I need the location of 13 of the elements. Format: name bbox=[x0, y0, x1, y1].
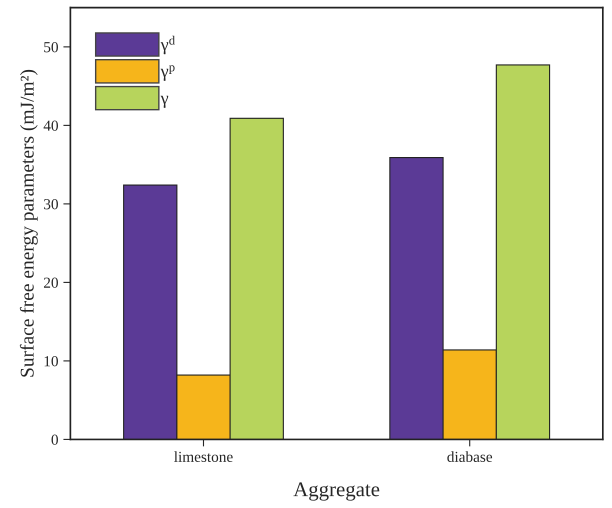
y-tick-label: 30 bbox=[44, 199, 58, 210]
legend-label: γ$^{p}$ bbox=[160, 65, 175, 81]
y-axis-title: Surface free energy parameters (mJ/m²) bbox=[20, 70, 38, 377]
x-tick-label: limestone bbox=[174, 451, 233, 462]
y-tick-label: 0 bbox=[52, 434, 58, 445]
legend-label: γ bbox=[160, 96, 168, 108]
y-tick-label: 50 bbox=[44, 42, 58, 52]
y-tick-label: 10 bbox=[44, 356, 58, 366]
x-tick-label: diabase bbox=[447, 451, 492, 462]
legend-label: γ$^{d}$ bbox=[160, 36, 175, 54]
y-tick-label: 40 bbox=[44, 120, 58, 131]
y-tick-label: 20 bbox=[44, 278, 58, 288]
x-axis-title: Aggregate bbox=[293, 482, 380, 501]
